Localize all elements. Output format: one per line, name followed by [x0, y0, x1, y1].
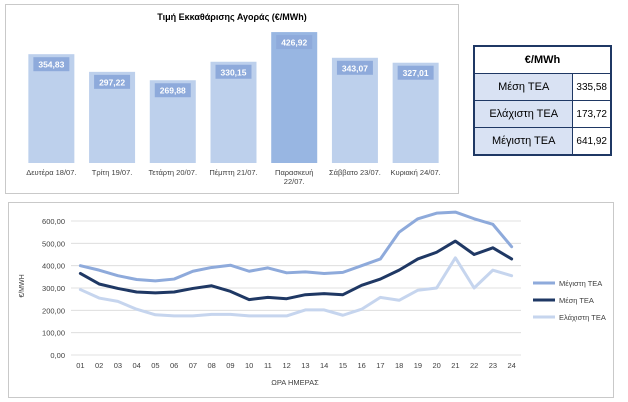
bar-value-label: 269,88: [160, 86, 186, 96]
x-tick-label: 12: [282, 361, 290, 370]
table-row: Ελάχιστη ΤΕΑ 173,72: [473, 100, 612, 128]
stats-table-header: €/MWh: [473, 45, 612, 74]
bar-value-label: 426,92: [281, 38, 307, 48]
line-chart: 0,00 100,00 200,00 300,00 400,00 500,00 600,00…: [19, 210, 606, 387]
bar-value-label: 327,01: [403, 68, 429, 78]
x-tick-label: 04: [132, 361, 140, 370]
x-tick-label: 05: [151, 361, 159, 370]
bar: [271, 32, 318, 163]
y-tick-label: 0,00: [50, 351, 65, 360]
x-tick-label: 23: [489, 361, 497, 370]
bar-value-label-bg: [33, 57, 70, 72]
legend-label: Μέση ΤΕΑ: [559, 296, 594, 305]
stats-label: Μέση ΤΕΑ: [473, 73, 574, 101]
x-tick-label: 06: [170, 361, 178, 370]
stats-label: Μέγιστη ΤΕΑ: [473, 127, 574, 156]
bar-chart-title: Τιμή Εκκαθάρισης Αγοράς (€/MWh): [157, 12, 307, 22]
bar: [331, 57, 378, 163]
bar-value-label: 297,22: [99, 77, 125, 87]
bar-category-label: Τρίτη 19/07.: [92, 168, 133, 177]
x-tick-label: 10: [245, 361, 253, 370]
legend-label: Μέγιστη ΤΕΑ: [559, 279, 602, 288]
x-tick-label: 16: [357, 361, 365, 370]
bar-category-label: Πέμπτη 21/07.: [209, 168, 257, 177]
table-row: Μέγιστη ΤΕΑ 641,92: [473, 127, 612, 156]
x-tick-label: 20: [432, 361, 440, 370]
bar-value-label-bg: [276, 35, 313, 50]
table-row: Μέση ΤΕΑ 335,58: [473, 73, 612, 101]
stats-value: 173,72: [572, 100, 612, 128]
bar-category-label: Παρασκευή 22/07.: [275, 168, 313, 186]
x-tick-label: 19: [414, 361, 422, 370]
series-line: [78, 239, 514, 302]
x-tick-label: 11: [264, 361, 272, 370]
bar-chart: Τιμή Εκκαθάρισης Αγοράς (€/MWh) 354,83 Δε…: [26, 12, 441, 186]
x-tick-label: 22: [470, 361, 478, 370]
stats-table: €/MWh Μέση ΤΕΑ 335,58 Ελάχιστη ΤΕΑ 173,7…: [473, 45, 612, 156]
series-line: [78, 210, 514, 283]
x-tick-label: 15: [339, 361, 347, 370]
bar-value-label-bg: [154, 83, 191, 98]
x-tick-label: 24: [507, 361, 515, 370]
series-line: [78, 256, 514, 318]
x-tick-label: 02: [95, 361, 103, 370]
x-tick-label: 09: [226, 361, 234, 370]
bar-value-label: 343,07: [342, 63, 368, 73]
x-tick-label: 07: [189, 361, 197, 370]
x-tick-label: 03: [114, 361, 122, 370]
y-tick-label: 200,00: [42, 306, 65, 315]
stats-value: 641,92: [572, 127, 612, 156]
bar: [28, 54, 75, 163]
x-tick-label: 21: [451, 361, 459, 370]
x-tick-label: 17: [376, 361, 384, 370]
bar-value-label-bg: [215, 64, 252, 79]
stats-value: 335,58: [572, 73, 612, 101]
bar-value-label: 354,83: [38, 60, 64, 70]
y-tick-label: 400,00: [42, 262, 65, 271]
line-chart-x-axis-title: ΩΡΑ ΗΜΕΡΑΣ: [271, 378, 319, 387]
y-tick-label: 300,00: [42, 284, 65, 293]
x-tick-label: 14: [320, 361, 328, 370]
y-tick-label: 100,00: [42, 329, 65, 338]
bar-category-label: Δευτέρα 18/07.: [26, 168, 76, 177]
y-tick-label: 600,00: [42, 217, 65, 226]
legend-label: Ελάχιστη ΤΕΑ: [559, 313, 606, 322]
bar-category-label: Σάββατο 23/07.: [329, 168, 381, 177]
bar-category-label: Τετάρτη 20/07.: [149, 168, 198, 177]
bar-value-label-bg: [94, 74, 131, 89]
bar-value-label-bg: [397, 65, 434, 80]
line-chart-y-axis-title: €/MWH: [19, 274, 26, 297]
bar-chart-panel: Τιμή Εκκαθάρισης Αγοράς (€/MWh) 354,83 Δε…: [5, 4, 459, 194]
bar-value-label: 330,15: [221, 67, 247, 77]
bar-category-label: Κυριακή 24/07.: [391, 168, 441, 177]
y-tick-label: 500,00: [42, 239, 65, 248]
x-tick-label: 18: [395, 361, 403, 370]
x-tick-label: 08: [207, 361, 215, 370]
stats-label: Ελάχιστη ΤΕΑ: [473, 100, 574, 128]
x-tick-label: 13: [301, 361, 309, 370]
x-tick-label: 01: [76, 361, 84, 370]
line-chart-panel: 0,00 100,00 200,00 300,00 400,00 500,00 600,00…: [8, 202, 614, 398]
bar-value-label-bg: [336, 60, 373, 75]
